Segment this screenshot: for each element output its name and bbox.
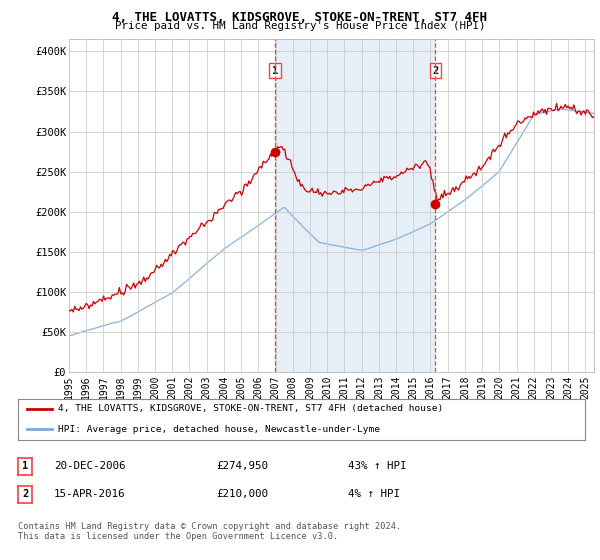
Text: 4% ↑ HPI: 4% ↑ HPI (348, 489, 400, 499)
Text: 1: 1 (272, 66, 278, 76)
Text: £210,000: £210,000 (216, 489, 268, 499)
Text: 4, THE LOVATTS, KIDSGROVE, STOKE-ON-TRENT, ST7 4FH (detached house): 4, THE LOVATTS, KIDSGROVE, STOKE-ON-TREN… (58, 404, 443, 413)
Bar (275, 39, 436, 372)
Text: 2: 2 (433, 66, 439, 76)
Text: 1: 1 (22, 461, 28, 472)
Text: 15-APR-2016: 15-APR-2016 (54, 489, 125, 499)
Text: Price paid vs. HM Land Registry's House Price Index (HPI): Price paid vs. HM Land Registry's House … (115, 21, 485, 31)
Text: 20-DEC-2006: 20-DEC-2006 (54, 461, 125, 471)
Text: £274,950: £274,950 (216, 461, 268, 471)
Text: 2: 2 (22, 489, 28, 500)
Text: 4, THE LOVATTS, KIDSGROVE, STOKE-ON-TRENT, ST7 4FH: 4, THE LOVATTS, KIDSGROVE, STOKE-ON-TREN… (113, 11, 487, 24)
Text: Contains HM Land Registry data © Crown copyright and database right 2024.
This d: Contains HM Land Registry data © Crown c… (18, 522, 401, 542)
Text: HPI: Average price, detached house, Newcastle-under-Lyme: HPI: Average price, detached house, Newc… (58, 424, 380, 433)
Text: 43% ↑ HPI: 43% ↑ HPI (348, 461, 407, 471)
